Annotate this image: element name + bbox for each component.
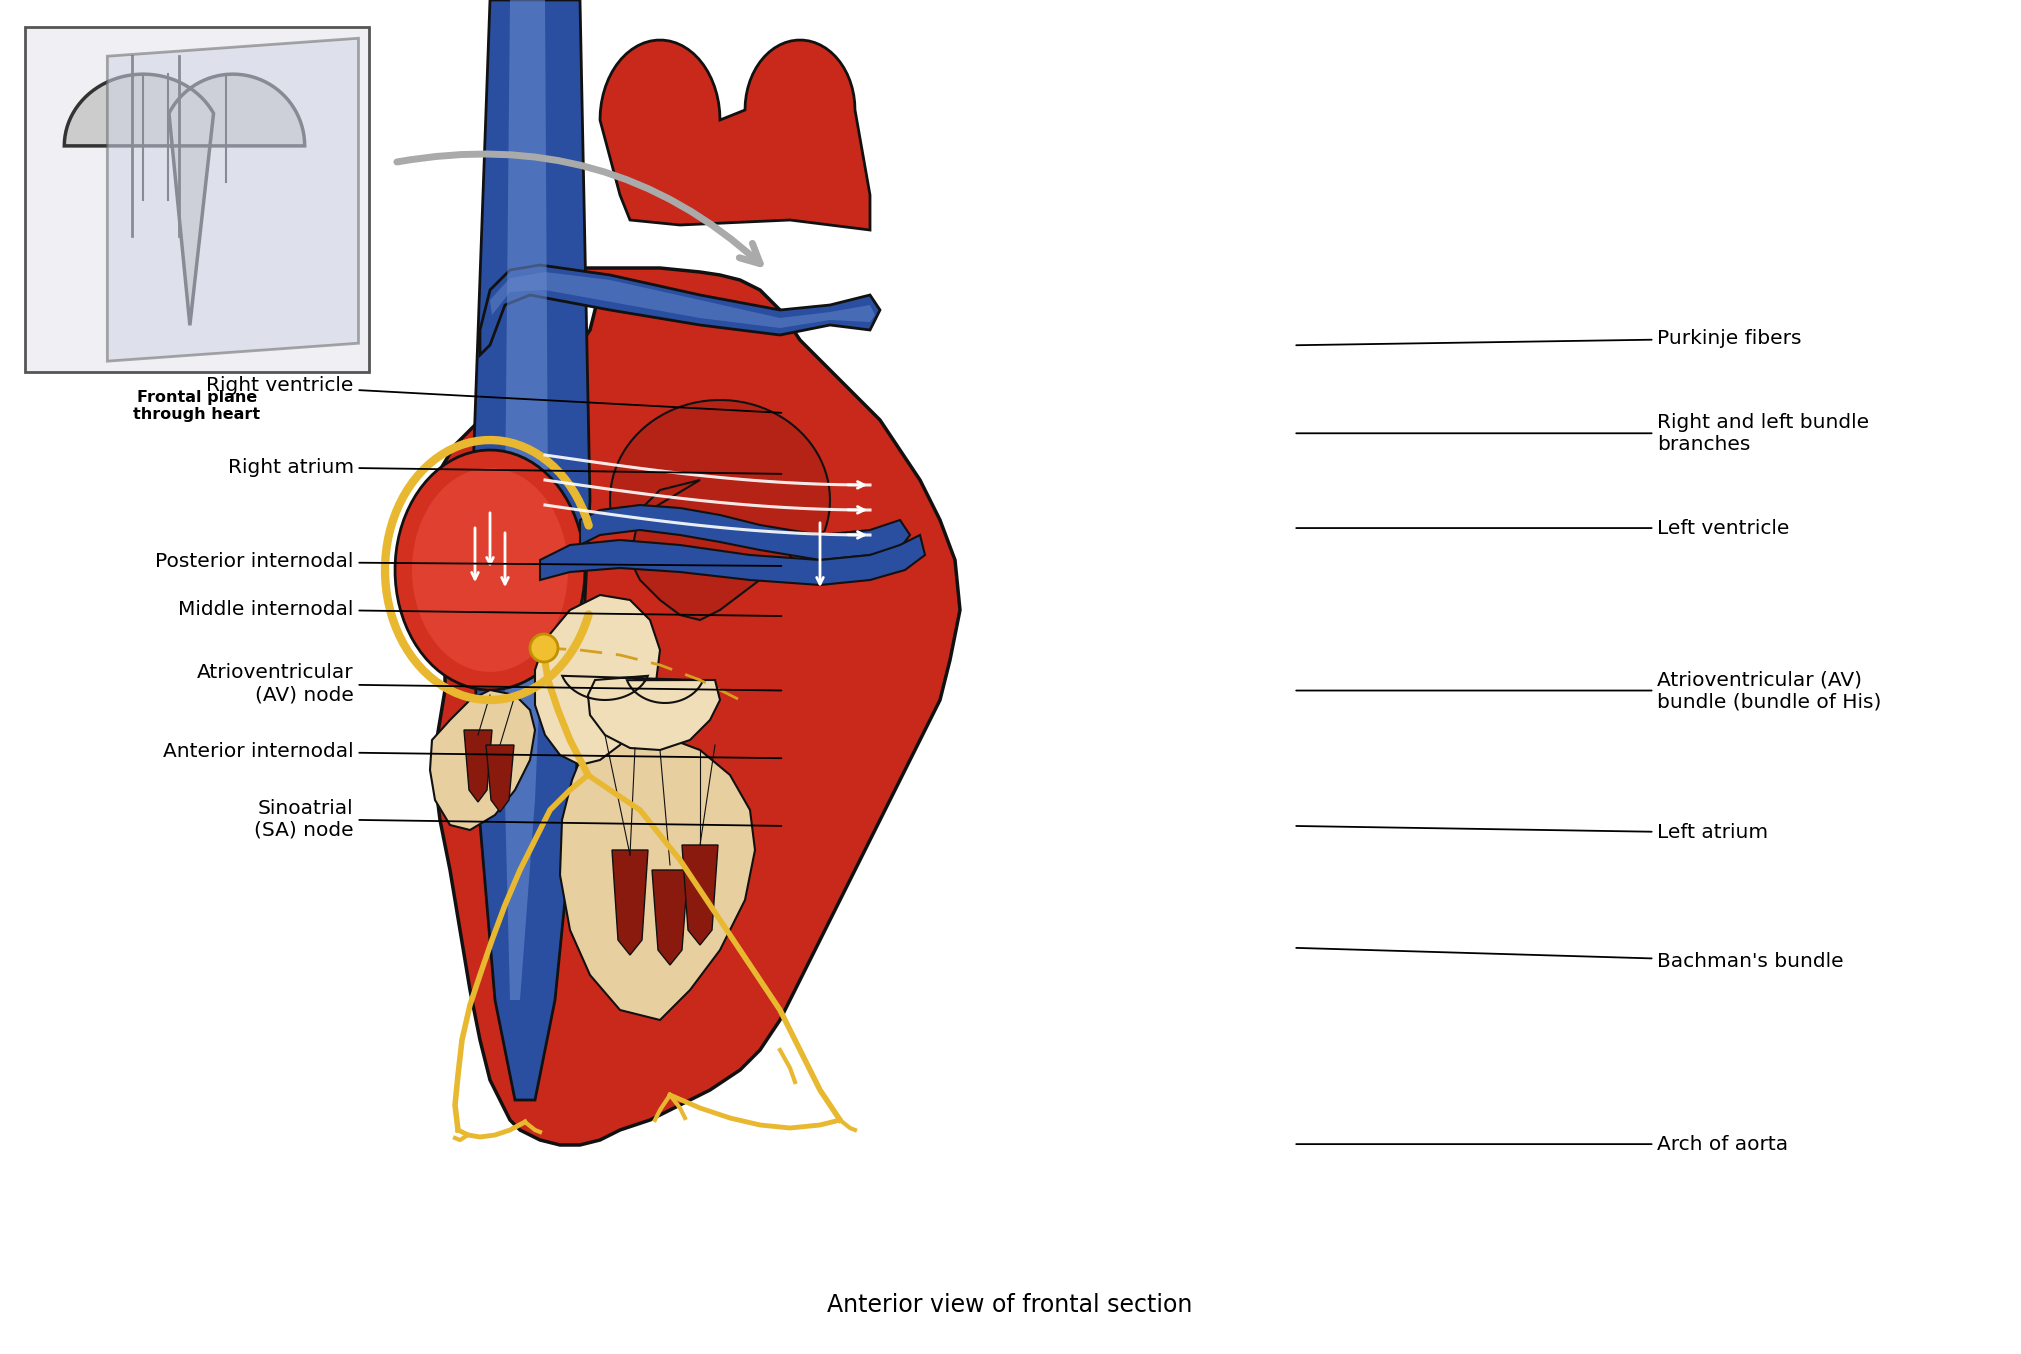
Polygon shape — [562, 676, 719, 750]
Text: Purkinje fibers: Purkinje fibers — [1295, 329, 1801, 348]
Text: Anterior view of frontal section: Anterior view of frontal section — [827, 1293, 1192, 1317]
Text: Posterior internodal: Posterior internodal — [156, 552, 782, 571]
Text: Frontal plane
through heart: Frontal plane through heart — [133, 390, 261, 422]
Ellipse shape — [530, 634, 558, 662]
Polygon shape — [505, 0, 548, 1001]
Polygon shape — [612, 850, 649, 955]
Text: Right atrium: Right atrium — [228, 458, 782, 477]
Text: Bachman's bundle: Bachman's bundle — [1295, 948, 1843, 971]
Text: Sinoatrial
(SA) node: Sinoatrial (SA) node — [255, 799, 782, 839]
Polygon shape — [107, 38, 358, 362]
Polygon shape — [481, 265, 879, 355]
Text: Left atrium: Left atrium — [1295, 823, 1768, 842]
Polygon shape — [394, 450, 584, 691]
Text: Anterior internodal: Anterior internodal — [164, 742, 782, 761]
Polygon shape — [560, 730, 756, 1020]
Text: Atrioventricular (AV)
bundle (bundle of His): Atrioventricular (AV) bundle (bundle of … — [1295, 670, 1882, 711]
Polygon shape — [540, 535, 926, 585]
Text: Left ventricle: Left ventricle — [1295, 519, 1789, 538]
Polygon shape — [65, 74, 305, 325]
Polygon shape — [653, 871, 687, 965]
Polygon shape — [412, 468, 568, 672]
Polygon shape — [681, 845, 717, 945]
Polygon shape — [489, 272, 875, 328]
Polygon shape — [610, 399, 831, 620]
Polygon shape — [600, 41, 869, 230]
Polygon shape — [414, 268, 960, 1145]
Polygon shape — [24, 27, 370, 372]
Polygon shape — [485, 745, 513, 812]
Polygon shape — [580, 505, 909, 561]
Polygon shape — [473, 0, 590, 1099]
Text: Middle internodal: Middle internodal — [178, 600, 782, 619]
Text: Atrioventricular
(AV) node: Atrioventricular (AV) node — [198, 663, 782, 704]
Text: Right ventricle: Right ventricle — [206, 376, 782, 413]
Polygon shape — [465, 730, 491, 802]
Polygon shape — [536, 594, 661, 765]
Text: Right and left bundle
branches: Right and left bundle branches — [1295, 413, 1869, 454]
Polygon shape — [430, 691, 536, 830]
Text: Arch of aorta: Arch of aorta — [1295, 1135, 1789, 1154]
